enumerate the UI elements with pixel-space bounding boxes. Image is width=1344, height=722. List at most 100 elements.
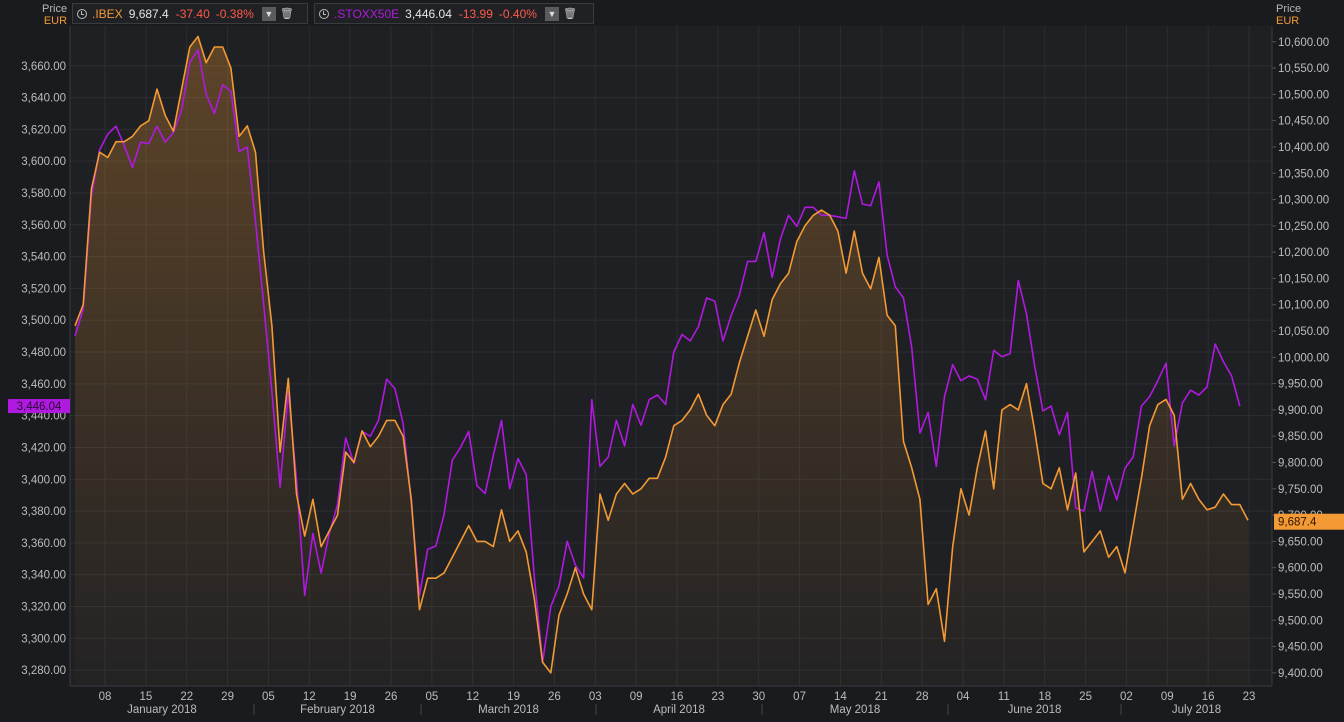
right-axis-tick-label: 10,550.00: [1278, 63, 1329, 75]
legend-stoxx[interactable]: .STOXX50E 3,446.04 -13.99 -0.40% ▼ 🗑: [314, 3, 594, 24]
right-axis-tick-label: 10,050.00: [1278, 326, 1329, 338]
legend-stoxx-symbol: .STOXX50E: [334, 6, 400, 21]
x-tick-label: 05: [425, 691, 438, 703]
legend-stoxx-pct: -0.40%: [498, 6, 537, 21]
x-tick-label: 08: [99, 691, 112, 703]
right-axis-tick-label: 9,850.00: [1278, 431, 1323, 443]
left-axis-tick-label: 3,500.00: [21, 315, 66, 327]
right-axis-tick-label: 9,900.00: [1278, 405, 1323, 417]
right-axis-tick-label: 10,600.00: [1278, 37, 1329, 49]
right-axis-header: Price EUR: [1276, 3, 1301, 27]
trash-icon[interactable]: 🗑: [562, 8, 577, 20]
legend-stoxx-change: -13.99: [458, 6, 493, 21]
right-axis-currency: EUR: [1276, 15, 1300, 27]
left-axis-tick-label: 3,600.00: [21, 156, 66, 168]
x-tick-label: 19: [344, 691, 357, 703]
left-axis-tick-label: 3,340.00: [21, 570, 66, 582]
left-axis-tick-label: 3,400.00: [21, 474, 66, 486]
ibex-area: [75, 36, 1248, 686]
right-axis-tick-label: 9,750.00: [1278, 484, 1323, 496]
right-axis-tick-label: 9,600.00: [1278, 563, 1323, 575]
left-axis-tick-label: 3,320.00: [21, 601, 66, 613]
left-axis-tick-label: 3,380.00: [21, 506, 66, 518]
left-axis-tick-label: 3,540.00: [21, 252, 66, 264]
stoxx-series-line: [74, 49, 1241, 663]
x-tick-label: 23: [711, 691, 724, 703]
right-axis-tick-label: 10,350.00: [1278, 168, 1329, 180]
month-label: July 2018: [1172, 704, 1221, 716]
right-axis-tick-label: 9,800.00: [1278, 457, 1323, 469]
x-tick-label: 09: [630, 691, 643, 703]
x-tick-label: 21: [875, 691, 888, 703]
x-tick-label: 02: [1120, 691, 1133, 703]
left-axis-tick-label: 3,640.00: [21, 93, 66, 105]
x-tick-label: 16: [1202, 691, 1215, 703]
left-axis-tick-label: 3,620.00: [21, 124, 66, 136]
month-label: May 2018: [830, 704, 881, 716]
ibex-last-value-tag: [1274, 513, 1344, 530]
left-axis-header: Price EUR: [42, 3, 67, 27]
right-axis-tick-label: 10,200.00: [1278, 247, 1329, 259]
legend-ibex[interactable]: .IBEX 9,687.4 -37.40 -0.38% ▼ 🗑: [72, 3, 308, 24]
left-axis-label: Price: [42, 3, 68, 15]
left-axis-tick-label: 3,280.00: [21, 665, 66, 677]
chevron-down-icon[interactable]: ▼: [261, 6, 276, 21]
month-label: April 2018: [653, 704, 705, 716]
right-axis-tick-label: 10,400.00: [1278, 142, 1329, 154]
right-axis-tick-label: 10,250.00: [1278, 221, 1329, 233]
right-axis-tick-label: 10,150.00: [1278, 273, 1329, 285]
x-tick-label: 18: [1038, 691, 1051, 703]
left-axis-tick-label: 3,300.00: [21, 633, 66, 645]
right-axis-tick-label: 10,100.00: [1278, 300, 1329, 312]
right-axis-tick-label: 9,950.00: [1278, 379, 1323, 391]
x-tick-label: 09: [1161, 691, 1174, 703]
chevron-down-icon[interactable]: ▼: [544, 6, 559, 21]
legend-ibex-last: 9,687.4: [128, 6, 169, 21]
x-tick-label: 07: [793, 691, 806, 703]
month-label: June 2018: [1008, 704, 1062, 716]
legend-stoxx-last: 3,446.04: [405, 6, 452, 21]
left-axis-tick-label: 3,560.00: [21, 220, 66, 232]
left-axis-tick-label: 3,660.00: [21, 61, 66, 73]
legend-ibex-change: -37.40: [175, 6, 210, 21]
trash-icon[interactable]: 🗑: [279, 8, 294, 20]
right-axis-tick-label: 10,450.00: [1278, 116, 1329, 128]
left-axis-tick-label: 3,460.00: [21, 379, 66, 391]
x-tick-label: 25: [1079, 691, 1092, 703]
legend-ibex-pct: -0.38%: [215, 6, 254, 21]
x-tick-label: 28: [916, 691, 929, 703]
x-tick-label: 14: [834, 691, 847, 703]
clock-icon[interactable]: [77, 8, 87, 19]
ibex-series-line: [74, 35, 1249, 674]
right-axis-tick-label: 9,500.00: [1278, 615, 1323, 627]
x-tick-label: 30: [752, 691, 765, 703]
right-axis-tick-label: 10,000.00: [1278, 352, 1329, 364]
x-tick-label: 19: [507, 691, 520, 703]
stoxx-last-value-tag: [8, 399, 70, 414]
x-tick-label: 04: [957, 691, 970, 703]
left-axis-tick-label: 3,480.00: [21, 347, 66, 359]
right-axis-tick-label: 9,400.00: [1278, 668, 1323, 680]
x-tick-label: 23: [1243, 691, 1256, 703]
right-axis-tick-label: 9,450.00: [1278, 642, 1323, 654]
left-axis-tick-label: 3,440.00: [21, 411, 66, 423]
x-tick-label: 12: [303, 691, 316, 703]
x-tick-label: 26: [548, 691, 561, 703]
stoxx-last-value-label: 3,446.04: [17, 401, 62, 413]
left-axis-tick-label: 3,520.00: [21, 283, 66, 295]
left-axis-tick-label: 3,360.00: [21, 538, 66, 550]
legend-ibex-symbol: .IBEX: [92, 6, 123, 21]
ibex-last-value-label: 9,687.4: [1278, 517, 1317, 529]
month-label: January 2018: [127, 704, 197, 716]
right-axis-tick-label: 10,300.00: [1278, 195, 1329, 207]
right-axis-label: Price: [1276, 3, 1302, 15]
x-tick-label: 29: [221, 691, 234, 703]
right-axis-tick-label: 9,550.00: [1278, 589, 1323, 601]
x-tick-label: 12: [466, 691, 479, 703]
clock-icon[interactable]: [319, 8, 329, 19]
right-axis-tick-label: 9,650.00: [1278, 536, 1323, 548]
x-tick-label: 26: [385, 691, 398, 703]
x-tick-label: 15: [139, 691, 152, 703]
